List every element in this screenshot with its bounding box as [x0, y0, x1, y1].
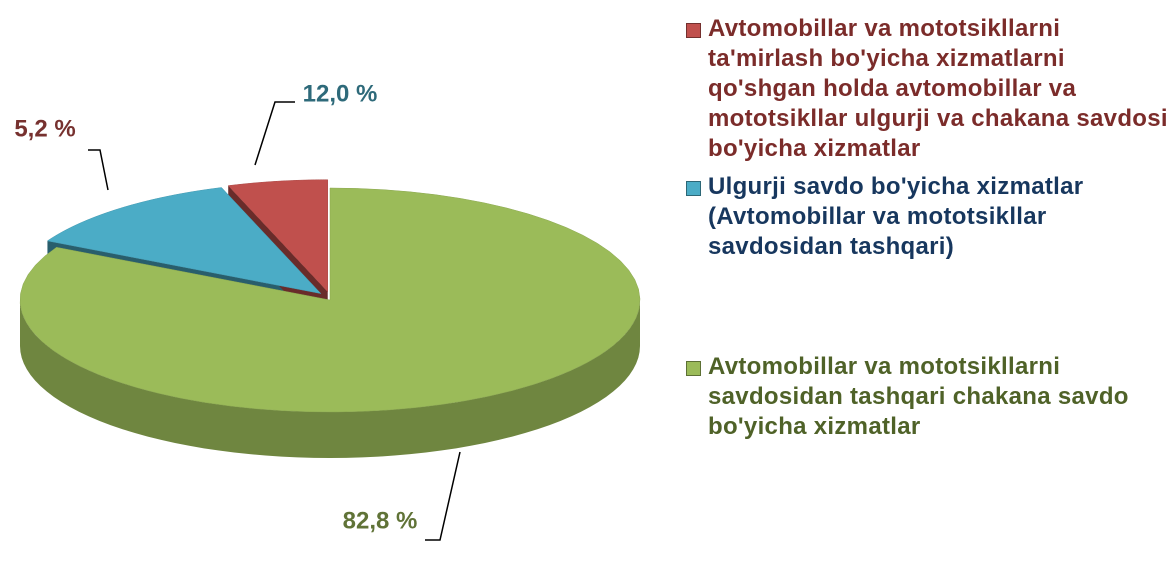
legend-swatch	[686, 181, 701, 196]
data-label: 5,2 %	[14, 115, 75, 142]
legend-swatch	[686, 361, 701, 376]
chart: 5,2 % 12,0 % 82,8 %	[14, 80, 641, 541]
legend-label: Avtomobillar va mototsikllarni savdosida…	[708, 353, 1129, 440]
data-label: 12,0 %	[303, 80, 378, 107]
leader-line	[425, 451, 461, 541]
slice	[46, 187, 322, 294]
leader-line	[88, 149, 109, 191]
legend-label: Ulgurji savdo bo'yicha xizmatlar (Avtomo…	[708, 173, 1084, 260]
slice-side	[20, 300, 640, 458]
legend-swatch	[686, 23, 701, 38]
legend-entry: Ulgurji savdo bo'yicha xizmatlar (Avtomo…	[684, 172, 1169, 262]
legend: Avtomobillar va mototsikllarni ta'mirlas…	[684, 14, 1169, 442]
slice	[227, 179, 328, 293]
legend-entry: Avtomobillar va mototsikllarni savdosida…	[684, 352, 1169, 442]
slice	[19, 187, 641, 413]
legend-label: Avtomobillar va mototsikllarni ta'mirlas…	[708, 15, 1168, 162]
leader-line	[254, 101, 295, 166]
data-label: 82,8 %	[343, 507, 418, 534]
legend-entry: Avtomobillar va mototsikllarni ta'mirlas…	[684, 14, 1169, 164]
